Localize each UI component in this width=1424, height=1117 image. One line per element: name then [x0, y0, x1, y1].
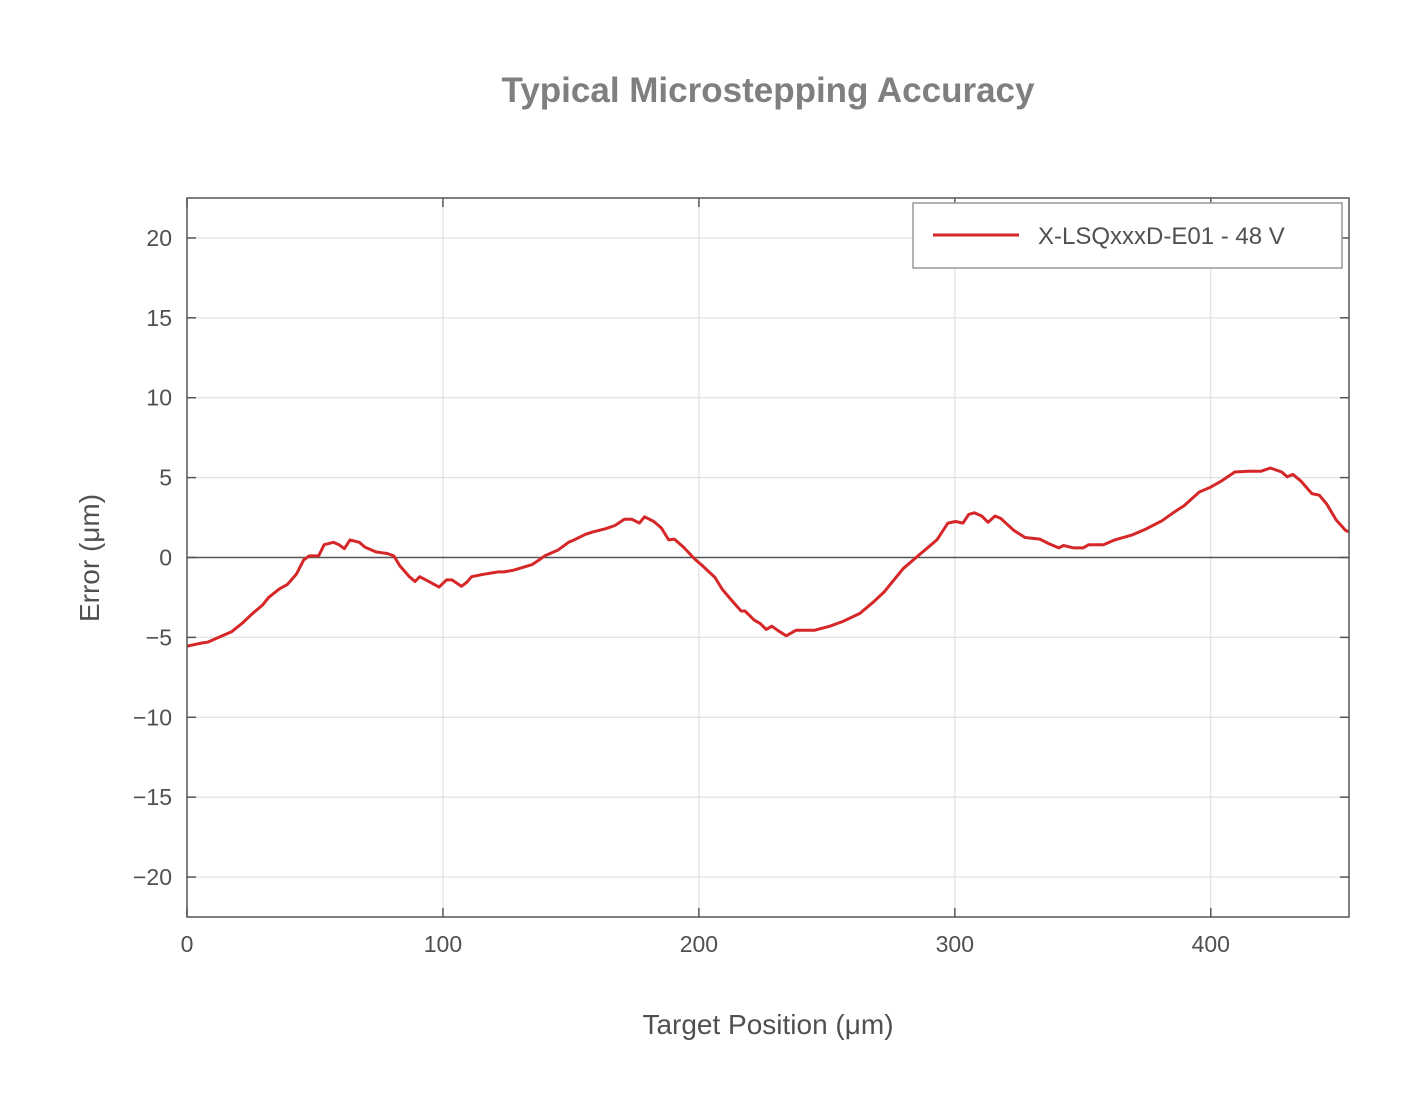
y-tick-label: 20: [146, 225, 172, 251]
y-tick-label: −20: [133, 864, 172, 890]
x-tick-label: 0: [181, 931, 194, 957]
chart-title: Typical Microstepping Accuracy: [502, 71, 1035, 110]
y-tick-label: −5: [146, 624, 172, 650]
legend-label: X-LSQxxxD-E01 - 48 V: [1038, 223, 1285, 250]
x-tick-label: 200: [680, 931, 718, 957]
y-tick-label: 0: [159, 545, 172, 571]
y-tick-labels: 20 15 10 5 0 −5 −10 −15 −20: [133, 225, 172, 890]
y-tick-label: −10: [133, 704, 172, 730]
ticks: [186, 198, 1349, 917]
y-tick-label: 10: [146, 385, 172, 411]
y-tick-label: 15: [146, 305, 172, 331]
x-tick-labels: 0 100 200 300 400: [181, 931, 1230, 957]
y-tick-label: −15: [133, 784, 172, 810]
y-axis-label: Error (μm): [74, 494, 105, 622]
x-tick-label: 300: [936, 931, 974, 957]
series-line: [186, 466, 1350, 648]
x-tick-label: 400: [1192, 931, 1230, 957]
x-axis-label: Target Position (μm): [642, 1009, 893, 1040]
x-tick-label: 100: [424, 931, 462, 957]
y-tick-label: 5: [159, 465, 172, 491]
legend: X-LSQxxxD-E01 - 48 V: [912, 202, 1343, 269]
series-group: [186, 466, 1350, 648]
